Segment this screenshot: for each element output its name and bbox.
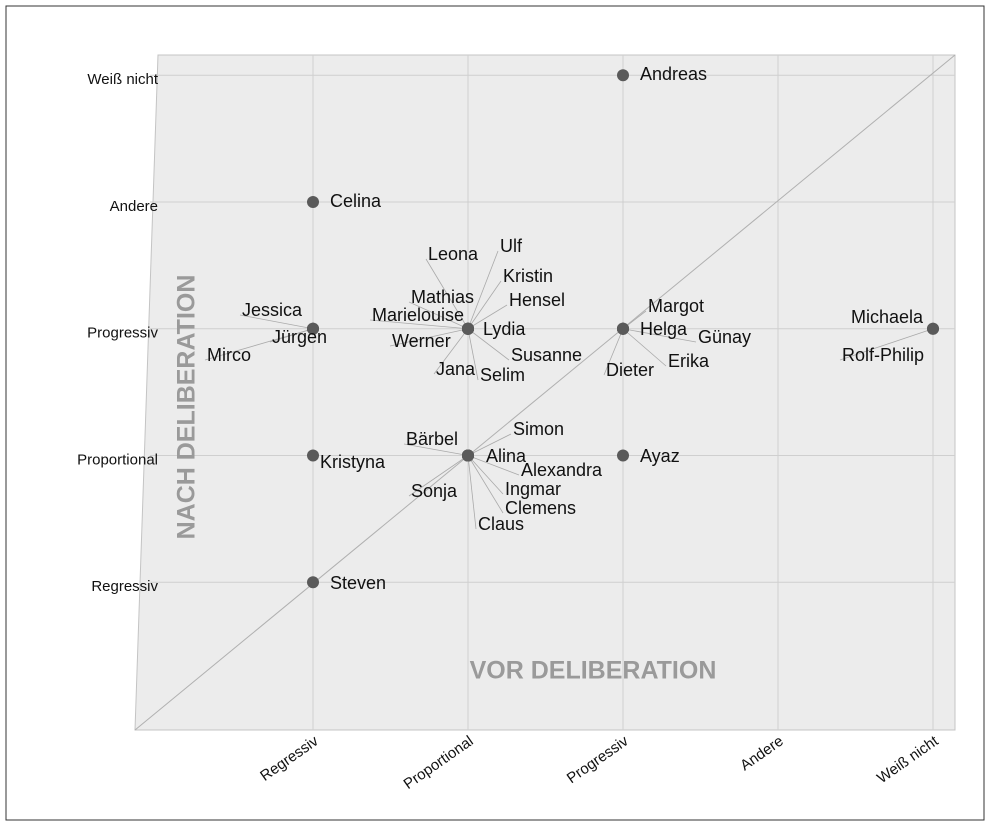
point [307,196,319,208]
leader-line [425,258,469,329]
leader-line [622,328,697,343]
point-label: Simon [513,419,564,439]
point-label: Alina [486,446,527,466]
diagonal [134,54,956,731]
point-label: Günay [698,327,751,347]
point-label: Selim [480,365,525,385]
point-label: Lydia [483,319,526,339]
leader-line [467,455,504,495]
point-label: Jürgen [272,327,327,347]
point-label: Jana [436,359,476,379]
point-label: Claus [478,514,524,534]
leader-line [622,328,667,367]
point-label: Margot [648,296,704,316]
leader-line [408,301,469,330]
grid [150,55,955,730]
point-label: Susanne [511,345,582,365]
point-label: Erika [668,351,710,371]
point-label: Marielouise [372,305,464,325]
point-label: Werner [392,331,451,351]
y-tick-label: Weiß nicht [87,71,158,88]
point-label: Ayaz [640,446,680,466]
leader-line [467,280,502,329]
y-tick-label: Proportional [77,451,158,468]
point-label: Mathias [411,287,474,307]
leader-line [603,328,624,376]
leader-line [467,455,520,476]
point-label: Kristin [503,266,553,286]
point-label: Alexandra [521,460,603,480]
point [462,322,474,335]
point-label: Ingmar [505,479,561,499]
point [307,449,319,462]
x-axis-title: VOR DELIBERATION [470,657,717,685]
leader-line [467,433,512,456]
point [617,69,629,82]
point [307,322,319,335]
point-label: Leona [428,244,479,264]
point-label: Steven [330,573,386,593]
leader-line [433,328,469,375]
point [617,449,629,462]
leader-line [239,314,314,330]
point-label: Kristyna [320,452,386,472]
point [927,322,939,335]
y-tick-label: Progressiv [87,325,158,342]
point-label: Ulf [500,236,523,256]
leader-line [467,304,508,330]
point-label: Rolf-Philip [842,345,924,365]
y-axis-title: NACH DELIBERATION [173,275,201,540]
point [307,576,319,589]
y-tick-label: Regressiv [91,578,158,595]
leader-line [408,455,469,497]
point-label: Hensel [509,290,565,310]
point-label: Helga [640,319,688,339]
y-tick-label: Andere [110,198,158,215]
leader-line [369,319,469,330]
point-label: Clemens [505,498,576,518]
point-label: Sonja [411,481,458,501]
point-label: Mirco [207,345,251,365]
point-label: Dieter [606,360,654,380]
point-label: Andreas [640,64,707,84]
point-label: Bärbel [406,429,458,449]
point-label: Jessica [242,300,303,320]
leader-line [204,328,314,361]
leader-line [467,328,479,381]
point [617,322,629,335]
point-label: Celina [330,191,382,211]
point-label: Michaela [851,307,924,327]
leader-line [839,328,934,361]
leader-line [467,328,510,361]
leader-line [467,455,477,530]
leader-line [389,328,469,347]
leader-line [467,455,504,514]
point [462,449,474,462]
leader-line [403,443,469,456]
leader-line [467,250,499,329]
